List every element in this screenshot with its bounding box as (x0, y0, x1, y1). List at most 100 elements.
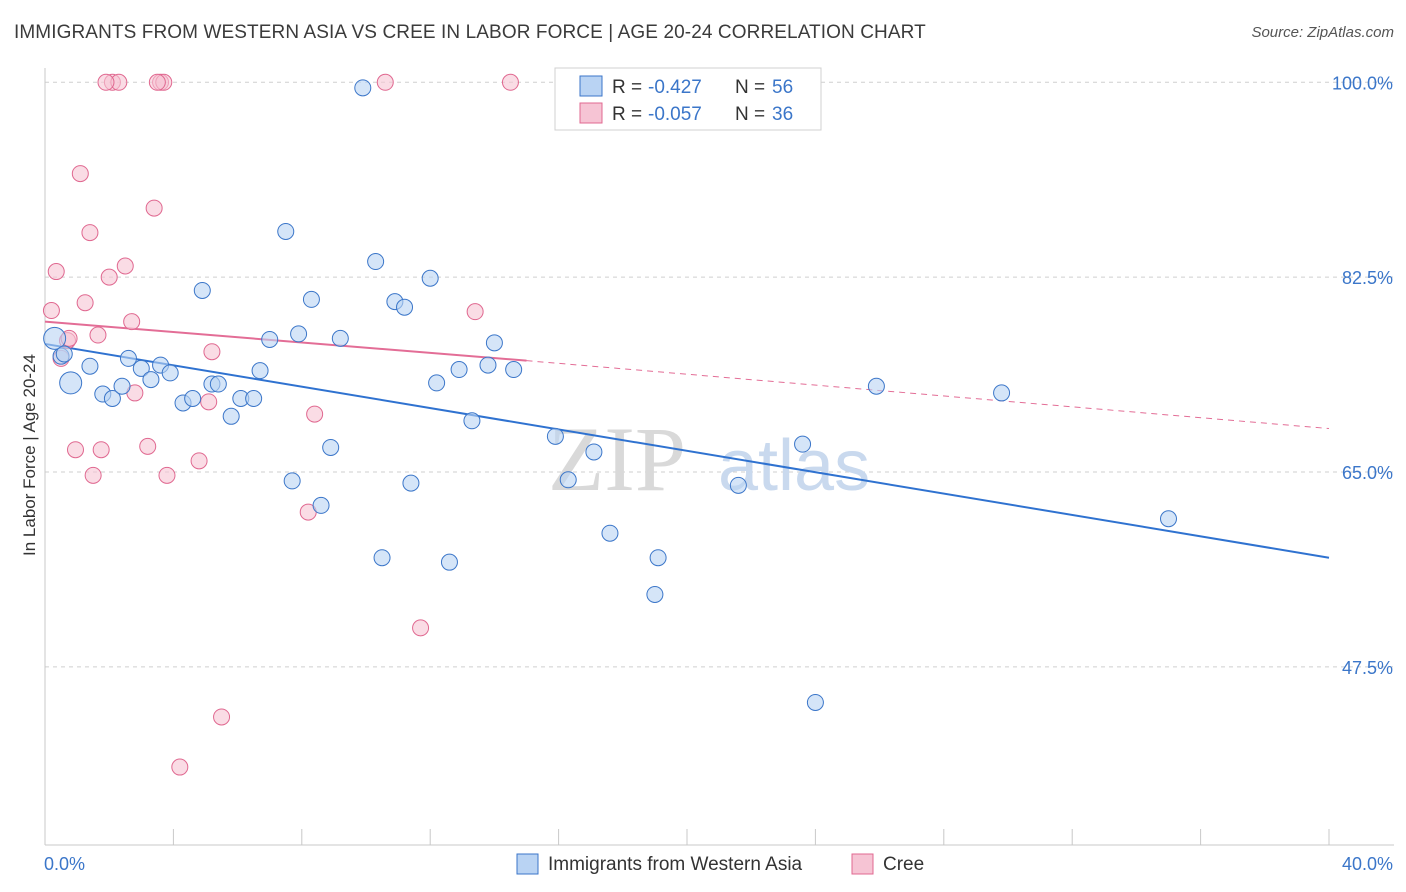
legend-correlation: R = -0.427 N = 56 R = -0.057 N = 36 (554, 67, 822, 131)
western-asia-point (209, 375, 227, 393)
western-asia-point (59, 371, 83, 395)
x-tick-labels: 0.0% 40.0% (44, 854, 1393, 874)
western-asia-point (302, 290, 320, 308)
western-asia-point (729, 476, 747, 494)
western-asia-point (649, 549, 667, 567)
grid-layer (45, 81, 1394, 668)
legend-swatch-western-asia (516, 853, 539, 875)
western-asia-point (132, 359, 150, 377)
western-asia-point (142, 371, 160, 389)
western-asia-point (485, 334, 503, 352)
western-asia-point (646, 585, 664, 603)
trendline-cree (44, 320, 527, 362)
y-tick-label: 82.5% (1342, 268, 1393, 288)
western-asia-point (794, 435, 812, 453)
western-asia-point (402, 474, 420, 492)
watermark-atlas: atlas (718, 426, 870, 506)
cree-point (92, 441, 110, 459)
cree-point (97, 73, 115, 91)
western-asia-point (450, 361, 468, 379)
western-asia-point (103, 389, 121, 407)
western-asia-point (261, 330, 279, 348)
cree-point (200, 393, 218, 411)
western-asia-point (559, 471, 577, 489)
cree-point (145, 199, 163, 217)
western-asia-point (290, 325, 308, 343)
cree-point (203, 343, 221, 361)
western-asia-point (331, 329, 349, 347)
legend-label-western-asia: Immigrants from Western Asia (548, 854, 803, 875)
trendline-western-asia (44, 342, 1330, 559)
cree-point (213, 708, 231, 726)
western-asia-point (367, 253, 385, 271)
legend-swatch-pink (579, 102, 603, 124)
legend-n-value: 56 (772, 77, 793, 98)
western-asia-point (184, 389, 202, 407)
cree-point (71, 165, 89, 183)
western-asia-point (463, 412, 481, 430)
cree-point (158, 466, 176, 484)
western-asia-point (245, 389, 263, 407)
western-asia-point (806, 693, 824, 711)
cree-point (89, 326, 107, 344)
western-asia-point (1160, 510, 1177, 528)
watermark: ZIP atlas (548, 408, 870, 510)
x-tick-label: 40.0% (1342, 854, 1393, 874)
western-asia-point (161, 364, 179, 382)
legend-r-label: R = (612, 104, 642, 125)
legend-n-label: N = (735, 77, 765, 98)
cree-point (116, 257, 134, 275)
legend-series: Immigrants from Western Asia Cree (516, 853, 924, 875)
western-asia-point (55, 345, 73, 363)
western-asia-point (428, 374, 446, 392)
cree-point (47, 263, 65, 281)
western-asia-point (193, 281, 211, 299)
western-asia-point (867, 377, 885, 395)
western-asia-point (119, 349, 137, 367)
western-asia-point (113, 377, 131, 395)
y-axis-title: In Labor Force | Age 20-24 (20, 354, 39, 556)
legend-swatch-cree (851, 853, 874, 875)
western-asia-point (601, 524, 619, 542)
western-asia-point (277, 222, 295, 240)
watermark-zip: ZIP (548, 408, 686, 510)
western-asia-point (505, 361, 523, 379)
x-tick-label: 0.0% (44, 854, 85, 874)
cree-point (190, 452, 208, 470)
western-asia-point (373, 549, 391, 567)
y-tick-label: 47.5% (1342, 658, 1393, 678)
western-asia-point (251, 362, 269, 380)
cree-point (501, 73, 519, 91)
legend-swatch-blue (579, 75, 603, 97)
western-asia-point (585, 443, 603, 461)
cree-point (306, 405, 324, 423)
cree-point (412, 619, 430, 637)
cree-point (123, 313, 141, 331)
chart-title: IMMIGRANTS FROM WESTERN ASIA VS CREE IN … (14, 22, 926, 43)
western-asia-point (421, 269, 439, 287)
western-asia-point (81, 357, 99, 375)
cree-point (148, 73, 166, 91)
western-asia-point (322, 438, 340, 456)
legend-r-value: -0.427 (648, 77, 702, 98)
western-asia-point (43, 326, 67, 350)
cree-point (466, 303, 484, 321)
western-asia-point (993, 384, 1011, 402)
western-asia-point (283, 472, 301, 490)
western-asia-point (440, 553, 458, 571)
cree-point (376, 73, 394, 91)
cree-point (66, 441, 84, 459)
y-tick-labels: 47.5% 65.0% 82.5% 100.0% (1332, 73, 1393, 678)
chart-source: Source: ZipAtlas.com (1251, 24, 1394, 41)
cree-point (171, 758, 189, 776)
western-asia-point (354, 79, 372, 97)
legend-n-value: 36 (772, 104, 793, 125)
trend-layer (44, 320, 1330, 559)
cree-point (76, 294, 94, 312)
legend-n-label: N = (735, 104, 765, 125)
cree-point (100, 268, 118, 286)
point-layer (42, 73, 1177, 776)
western-asia-point (312, 496, 330, 514)
axis-layer (44, 68, 1394, 846)
